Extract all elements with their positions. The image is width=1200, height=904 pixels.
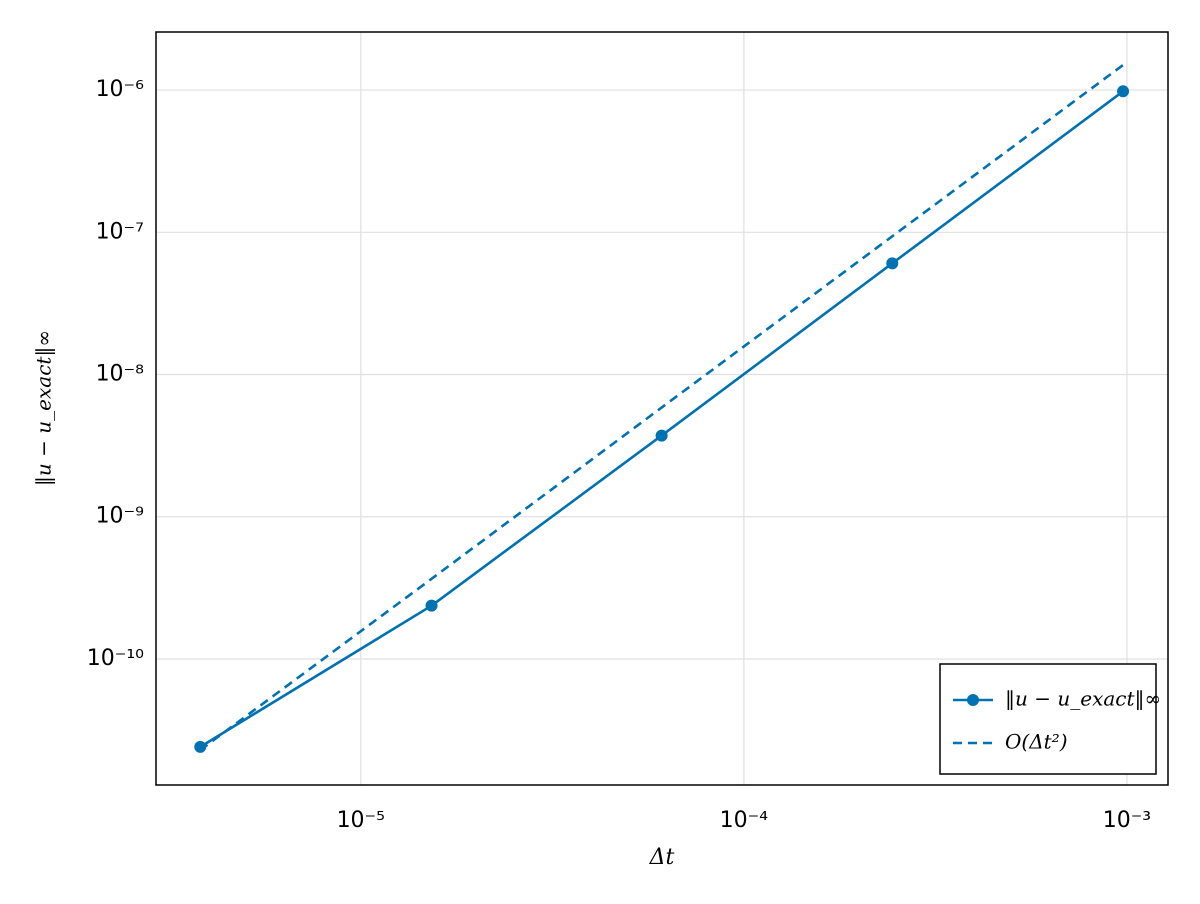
data-point [194, 740, 207, 753]
legend-box [939, 663, 1157, 775]
legend-label: ‖u − u_exact‖∞ [1005, 687, 1161, 712]
legend-label: O(Δt²) [1005, 730, 1068, 754]
series-line [199, 63, 1124, 752]
data-point [886, 257, 899, 270]
data-point [655, 429, 668, 442]
plot-frame [155, 31, 1169, 786]
y-axis-label: ‖u − u_exact‖∞ [32, 330, 57, 486]
legend-marker [967, 694, 979, 706]
y-tick-label: 10⁻¹⁰ [87, 646, 144, 671]
y-tick-label: 10⁻⁹ [96, 504, 144, 529]
x-axis-label: Δt [649, 845, 675, 870]
data-point [425, 599, 438, 612]
legend: ‖u − u_exact‖∞ O(Δt²) [939, 663, 1161, 775]
data-point [1117, 85, 1130, 98]
y-tick-label: 10⁻⁶ [96, 77, 145, 102]
plot-data [194, 63, 1130, 753]
y-tick-label: 10⁻⁸ [96, 362, 145, 387]
x-tick-label: 10⁻³ [1103, 808, 1151, 833]
x-tick-label: 10⁻⁵ [337, 808, 385, 833]
y-tick-label: 10⁻⁷ [96, 219, 144, 244]
x-tick-label: 10⁻⁴ [720, 808, 769, 833]
